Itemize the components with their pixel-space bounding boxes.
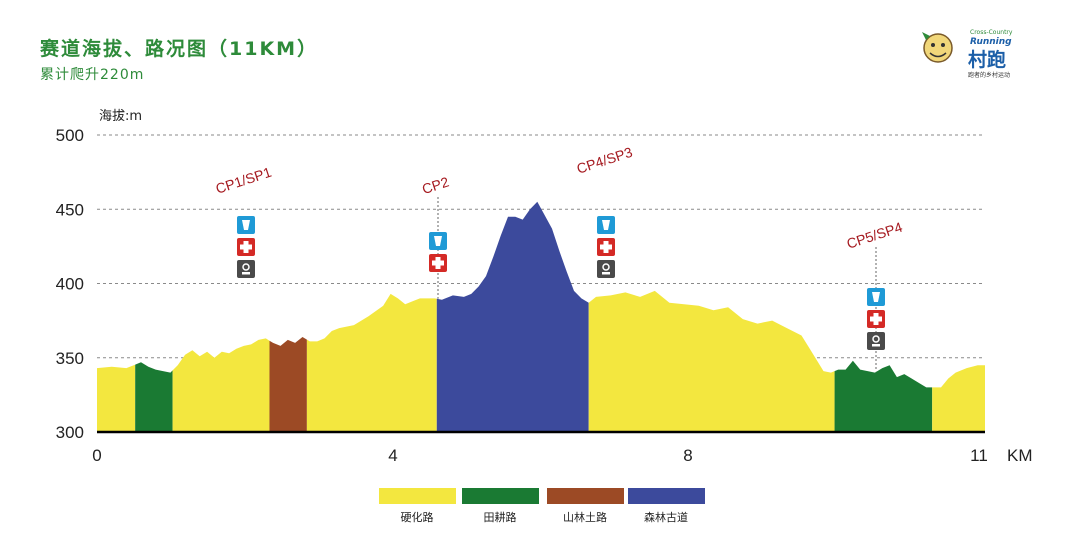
- legend-label: 山林土路: [563, 510, 607, 524]
- segment-6: [588, 290, 835, 432]
- toilet-icon: [237, 260, 255, 278]
- drink-cup-shape: [602, 220, 610, 230]
- elevation-area: [97, 201, 985, 432]
- checkpoint-label: CP1/SP1: [214, 164, 274, 197]
- segment-4: [306, 293, 437, 432]
- segment-5: [436, 201, 589, 432]
- x-tick-label: 4: [388, 446, 397, 465]
- legend-label: 硬化路: [401, 510, 434, 524]
- checkpoint-2: CP4/SP3: [575, 144, 635, 278]
- y-axis-label: 海拔:m: [99, 109, 142, 124]
- toilet-base: [602, 272, 610, 275]
- y-tick-label: 300: [56, 423, 84, 442]
- mascot-mouth: [929, 52, 947, 58]
- y-tick-label: 400: [56, 275, 84, 294]
- toilet-base: [872, 344, 880, 347]
- y-tick-label: 450: [56, 200, 84, 219]
- toilet-symbol: [242, 263, 250, 271]
- mascot-eye-right: [941, 43, 945, 47]
- segment-0: [97, 364, 136, 432]
- segment-1: [135, 362, 173, 432]
- mascot-leaf-icon: [922, 32, 930, 40]
- legend-label: 森林古道: [644, 510, 688, 524]
- logo-small-text: Cross-Country: [970, 29, 1013, 36]
- x-tick-label: 0: [92, 446, 101, 465]
- legend-label: 田耕路: [484, 510, 517, 524]
- x-tick-label: 8: [683, 446, 692, 465]
- legend-swatch: [628, 488, 705, 504]
- legend-swatch: [462, 488, 539, 504]
- first-aid-cross-h: [432, 260, 444, 266]
- checkpoint-label: CP5/SP4: [845, 219, 905, 252]
- page-title: 赛道海拔、路况图（11KM）: [40, 38, 319, 60]
- legend-swatch: [379, 488, 456, 504]
- segment-8: [932, 365, 985, 432]
- x-tick-label: 11: [970, 446, 988, 465]
- drink-cup-shape: [872, 292, 880, 302]
- legend: 硬化路 田耕路 山林土路 森林古道: [379, 488, 705, 524]
- drink-cup-shape: [434, 236, 442, 246]
- checkpoint-label: CP4/SP3: [575, 144, 635, 177]
- first-aid-cross-h: [600, 244, 612, 250]
- checkpoint-1: CP2: [420, 173, 451, 299]
- y-tick-label: 500: [56, 126, 84, 145]
- mascot-eye-left: [931, 43, 935, 47]
- toilet-icon: [597, 260, 615, 278]
- toilet-symbol: [602, 263, 610, 271]
- first-aid-cross-h: [870, 316, 882, 322]
- mascot-face-icon: [923, 33, 953, 63]
- segment-3: [269, 337, 307, 432]
- first-aid-cross-h: [240, 244, 252, 250]
- cross-country-running-logo: Cross-Country Running 村跑 跑者的乡村运动: [922, 29, 1013, 79]
- climb-subtitle: 累计爬升220m: [40, 67, 145, 83]
- logo-running-text: Running: [970, 37, 1012, 47]
- segment-7: [834, 360, 933, 432]
- toilet-symbol: [872, 335, 880, 343]
- logo-tagline: 跑者的乡村运动: [968, 71, 1010, 79]
- axis-ticks: 300 350 400 450 500 0 4 8 11: [56, 126, 988, 465]
- checkpoint-3: CP5/SP4: [845, 219, 905, 372]
- checkpoint-label: CP2: [420, 173, 451, 197]
- x-axis-unit: KM: [1007, 446, 1033, 465]
- legend-swatch: [547, 488, 624, 504]
- toilet-base: [242, 272, 250, 275]
- y-tick-label: 350: [56, 349, 84, 368]
- checkpoint-0: CP1/SP1: [214, 164, 274, 278]
- drink-cup-shape: [242, 220, 250, 230]
- toilet-icon: [867, 332, 885, 350]
- logo-chinese-text: 村跑: [968, 48, 1006, 71]
- segment-2: [172, 338, 270, 432]
